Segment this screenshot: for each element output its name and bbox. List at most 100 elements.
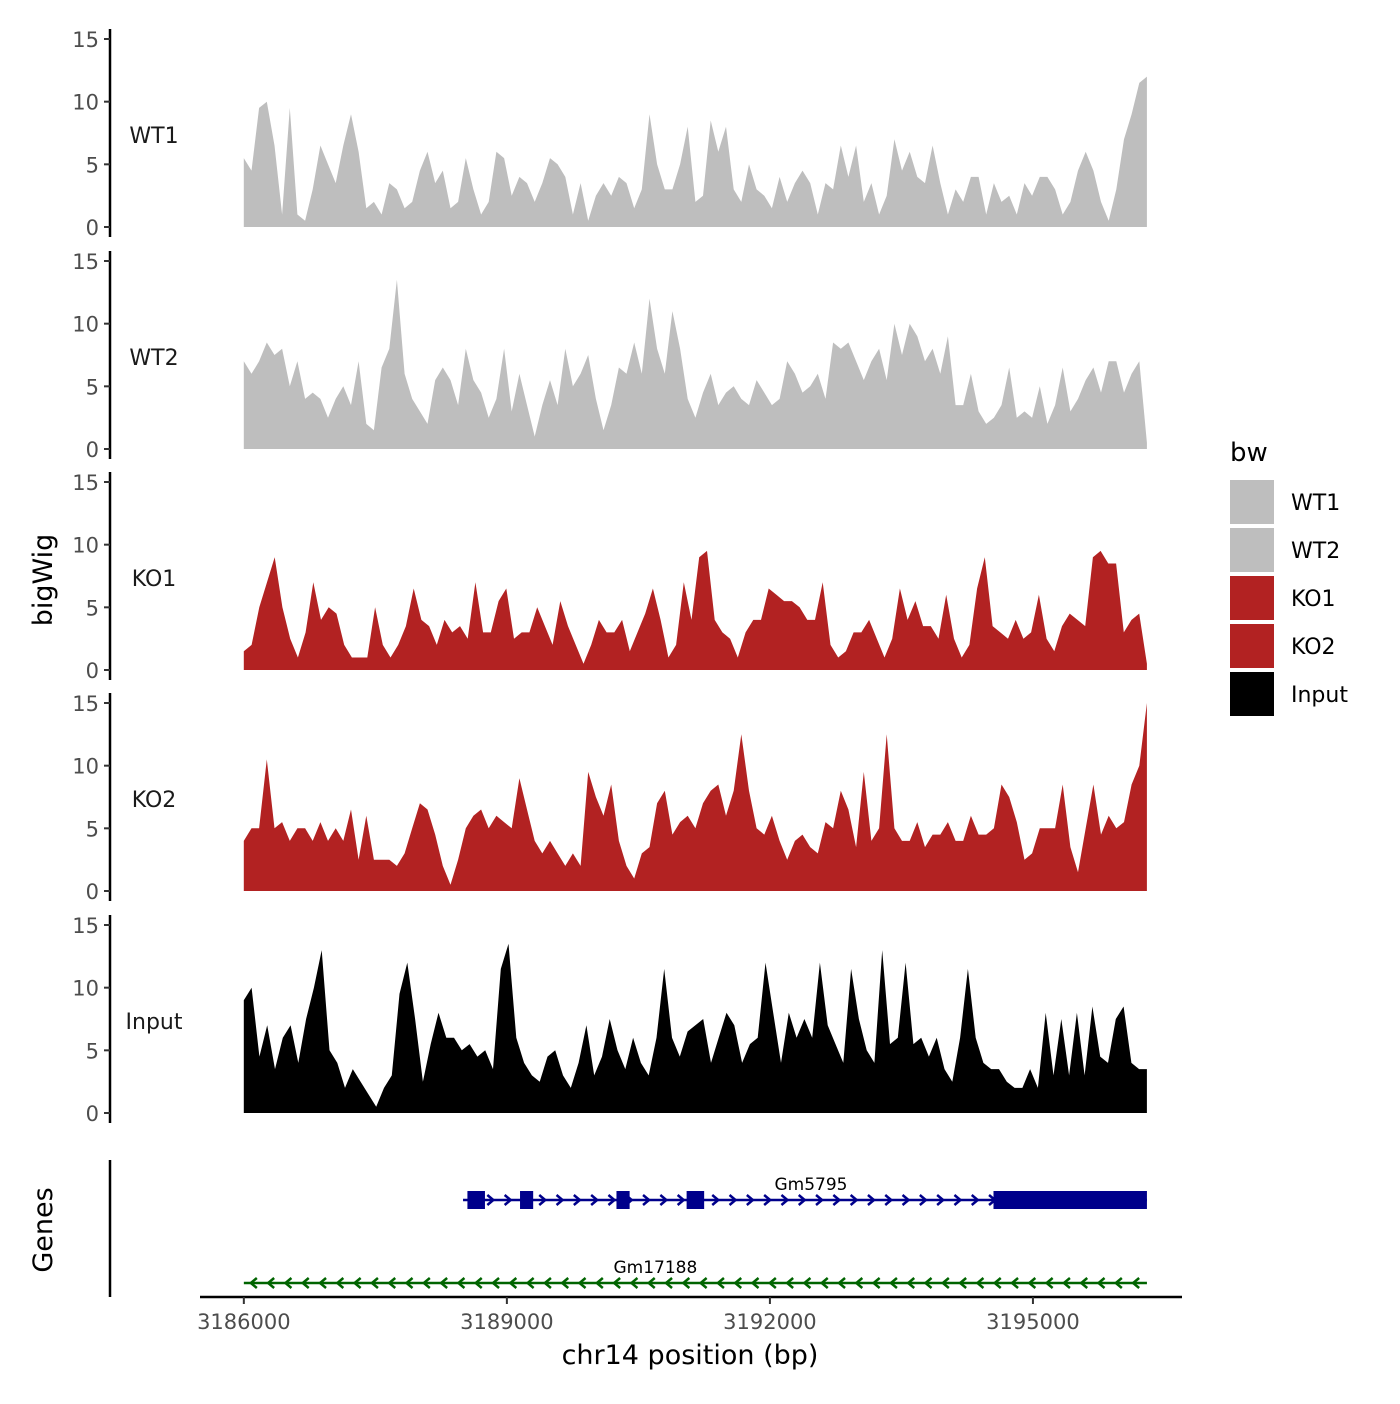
y-tick-label: 15: [72, 914, 99, 938]
legend-swatch-wt2: [1230, 528, 1274, 572]
track-wt1: 0 5 10 15 WT1: [72, 28, 1147, 240]
track-ko1: 0 5 10 15 KO1: [72, 471, 1147, 683]
strand-arrow: [573, 1194, 582, 1206]
strand-arrow: [763, 1194, 773, 1206]
y-tick-label: 15: [72, 28, 99, 52]
strand-arrow: [785, 1277, 794, 1289]
strand-arrow: [590, 1194, 600, 1206]
exon-block: [520, 1191, 534, 1209]
legend-label-wt2: WT2: [1291, 539, 1340, 564]
legend-label-ko1: KO1: [1291, 587, 1336, 612]
strand-arrow: [940, 1277, 950, 1289]
y-tick-label: 10: [72, 755, 99, 779]
strand-arrow: [503, 1194, 513, 1206]
strand-arrow: [901, 1194, 911, 1206]
strand-arrow: [992, 1277, 1002, 1289]
y-tick-label: 10: [72, 534, 99, 558]
strand-arrow: [248, 1277, 258, 1289]
legend-label-input: Input: [1291, 683, 1348, 708]
y-tick-label: 0: [86, 216, 99, 240]
x-axis: 3186000 3189000 3192000 3195000: [197, 1295, 1182, 1334]
strand-arrow: [387, 1277, 397, 1289]
y-tick-label: 10: [72, 977, 99, 1001]
y-tick-label: 15: [72, 692, 99, 716]
strand-arrow: [439, 1277, 448, 1289]
y-tick-label: 15: [72, 250, 99, 274]
y-tick-label: 10: [72, 313, 99, 337]
genes-group: Gm5795 Gm17188: [108, 1160, 1147, 1297]
strand-arrow: [728, 1194, 738, 1206]
strand-arrow: [711, 1194, 721, 1206]
y-tick-label: 5: [86, 596, 99, 620]
gene-name-label: Gm17188: [613, 1258, 697, 1278]
gene-name-label: Gm5795: [774, 1175, 847, 1195]
x-tick-label: 3192000: [723, 1310, 817, 1334]
strand-arrow: [849, 1194, 859, 1206]
genes-axis-title: Genes: [28, 1187, 59, 1272]
strand-arrow: [867, 1194, 876, 1206]
strand-arrow: [715, 1277, 725, 1289]
strand-arrow: [1044, 1277, 1054, 1289]
strand-arrow: [456, 1277, 466, 1289]
strand-arrow: [555, 1194, 565, 1206]
strand-arrow: [659, 1194, 669, 1206]
strand-arrow: [1061, 1277, 1071, 1289]
strand-arrow: [780, 1194, 790, 1206]
strand-arrow: [854, 1277, 864, 1289]
signal-area-wt2: [243, 279, 1147, 449]
y-tick-label: 0: [86, 438, 99, 462]
strand-arrow: [473, 1277, 483, 1289]
strand-arrow: [970, 1194, 980, 1206]
gene-gm17188: Gm17188: [243, 1258, 1147, 1289]
strand-arrow: [1010, 1277, 1019, 1289]
legend-swatch-ko2: [1230, 624, 1274, 668]
strand-arrow: [283, 1277, 293, 1289]
exon-block: [993, 1191, 1147, 1209]
strand-arrow: [266, 1277, 275, 1289]
x-tick-label: 3195000: [986, 1310, 1080, 1334]
tracks-group: 0 5 10 15 WT1 0 5 10 15 WT2 0 5 10 15 KO1 0 5 10 15 KO2 0 5 10…: [72, 28, 1147, 1126]
strand-arrow: [646, 1277, 656, 1289]
panel-label-ko1: KO1: [132, 567, 177, 592]
strand-arrow: [698, 1277, 708, 1289]
strand-arrow: [837, 1277, 846, 1289]
strand-arrow: [767, 1277, 777, 1289]
strand-arrow: [953, 1194, 963, 1206]
strand-arrow: [750, 1277, 760, 1289]
strand-arrow: [1027, 1277, 1037, 1289]
strand-arrow: [733, 1277, 743, 1289]
strand-arrow: [958, 1277, 967, 1289]
exon-block: [467, 1191, 485, 1209]
strand-arrow: [369, 1277, 379, 1289]
y-tick-label: 5: [86, 153, 99, 177]
strand-arrow: [300, 1277, 310, 1289]
strand-arrow: [871, 1277, 881, 1289]
exon-block: [616, 1191, 630, 1209]
panel-label-ko2: KO2: [132, 788, 177, 813]
panel-label-input: Input: [126, 1010, 183, 1035]
strand-arrow: [936, 1194, 946, 1206]
y-tick-label: 5: [86, 817, 99, 841]
strand-arrow: [629, 1277, 639, 1289]
strand-arrow: [352, 1277, 362, 1289]
strand-arrow: [919, 1194, 928, 1206]
legend-swatch-input: [1230, 672, 1274, 716]
y-tick-label: 5: [86, 1039, 99, 1063]
signal-area-ko1: [243, 550, 1147, 670]
signal-area-wt1: [243, 76, 1147, 227]
strand-arrow: [975, 1277, 985, 1289]
panel-label-wt1: WT1: [129, 124, 178, 149]
track-ko2: 0 5 10 15 KO2: [72, 692, 1147, 904]
strand-arrow: [676, 1194, 686, 1206]
strand-arrow: [832, 1194, 842, 1206]
signal-area-ko2: [243, 703, 1147, 891]
strand-arrow: [664, 1277, 673, 1289]
strand-arrow: [560, 1277, 570, 1289]
strand-arrow: [404, 1277, 414, 1289]
strand-arrow: [906, 1277, 916, 1289]
gene-gm5795: Gm5795: [463, 1175, 1147, 1209]
legend: bw WT1 WT2 KO1 KO2 Input: [1230, 438, 1348, 716]
strand-arrow: [802, 1277, 812, 1289]
